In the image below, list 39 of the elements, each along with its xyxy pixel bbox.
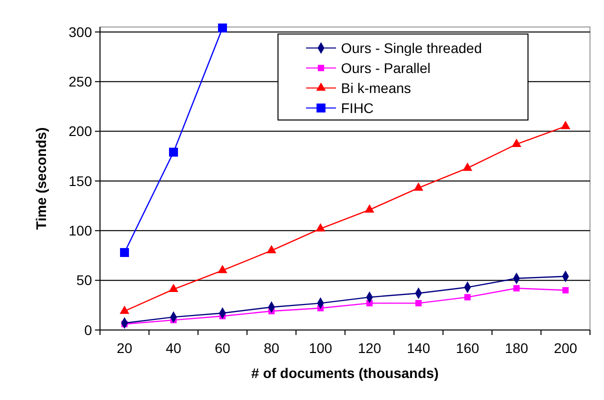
legend-label: Ours - Single threaded xyxy=(341,40,482,56)
y-tick-label: 50 xyxy=(76,272,92,288)
point xyxy=(560,120,570,130)
point xyxy=(364,204,374,213)
point xyxy=(120,248,129,257)
x-tick-label: 160 xyxy=(456,340,480,356)
point xyxy=(512,138,522,147)
y-tick-label: 300 xyxy=(68,24,92,40)
point xyxy=(415,300,422,306)
legend-label: Bi k-means xyxy=(341,80,412,96)
y-tick-label: 250 xyxy=(68,74,92,90)
y-axis-title: Time (seconds) xyxy=(33,127,49,230)
x-tick-label: 80 xyxy=(264,340,280,356)
point xyxy=(513,285,520,292)
point xyxy=(414,182,424,191)
x-tick-label: 180 xyxy=(504,340,528,356)
x-tick-label: 20 xyxy=(116,340,132,356)
x-tick-label: 200 xyxy=(554,340,578,356)
point xyxy=(218,264,228,274)
legend-label: FIHC xyxy=(341,100,374,116)
x-tick-label: 40 xyxy=(166,340,182,356)
x-tick-label: 100 xyxy=(308,340,332,356)
x-tick-label: 120 xyxy=(358,340,382,356)
point xyxy=(168,284,178,292)
point xyxy=(120,306,130,314)
point xyxy=(462,162,472,171)
y-tick-label: 0 xyxy=(84,322,92,338)
x-axis-title: # of documents (thousands) xyxy=(251,365,439,381)
point xyxy=(562,287,569,294)
y-tick-label: 200 xyxy=(68,123,92,140)
y-tick-label: 100 xyxy=(68,222,92,239)
point xyxy=(266,244,276,254)
point xyxy=(464,294,471,300)
legend-label: Ours - Parallel xyxy=(341,60,430,76)
x-tick-label: 60 xyxy=(214,340,230,356)
point xyxy=(316,223,326,232)
x-tick-label: 140 xyxy=(406,340,430,356)
point xyxy=(169,148,178,157)
y-tick-label: 150 xyxy=(68,172,92,189)
